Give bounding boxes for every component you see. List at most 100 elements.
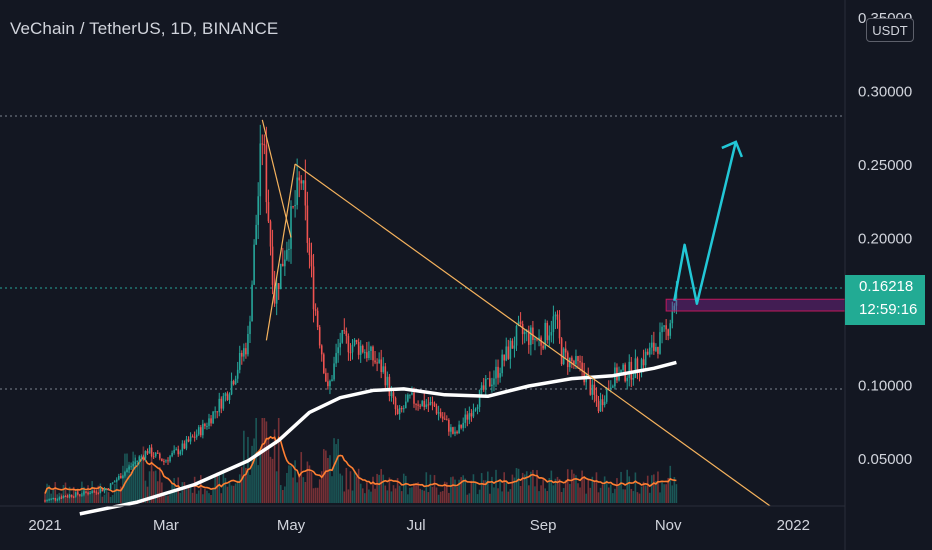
candle-body [115,479,118,482]
volume-bar [433,475,436,503]
candle-body [122,475,124,479]
volume-bar [212,488,214,503]
candle-body [495,366,497,379]
volume-bar [587,478,590,503]
volume-bar [234,483,237,503]
volume-bar [612,493,614,503]
volume-bar [636,492,639,503]
volume-bar [163,494,165,503]
candle-body [150,447,153,457]
candle-body [197,427,200,435]
candle-body [435,406,438,414]
volume-bar [519,486,522,503]
candle-body [462,422,464,428]
candle-body [310,255,313,267]
candle-body [277,283,280,290]
currency-unit-button[interactable]: USDT [866,18,914,42]
volume-bar [206,490,208,503]
volume-bar [384,485,387,503]
volume-bar [474,483,477,503]
candle-body [538,337,540,340]
volume-bar [126,453,128,503]
candle-body [312,266,315,310]
candle-body [489,378,491,387]
candle-body [433,403,436,407]
candle-body [226,393,229,401]
candle-body [79,494,81,496]
candle-body [622,364,624,371]
volume-bar [282,490,284,503]
volume-bar [107,492,110,503]
time-tick-label: Sep [530,517,557,534]
candle-body [394,397,397,410]
candle-body [599,399,602,412]
volume-bar [528,485,530,503]
candle-body [441,416,444,419]
volume-bar [523,474,526,503]
volume-bar [316,487,319,503]
volume-bar [425,472,428,503]
candle-body [626,377,628,382]
volume-bar [257,465,259,503]
volume-bar [462,475,464,503]
volume-bar [616,478,618,503]
volume-bar [355,476,358,503]
volume-bar [218,473,221,503]
volume-bar [421,489,423,503]
candle-body [390,392,393,397]
candle-body [470,413,473,417]
candle-body [509,340,512,359]
candle-body [550,332,553,336]
candle-body [478,389,481,407]
candle-body [220,398,223,409]
volume-bar [564,479,567,503]
volume-bar [120,486,122,503]
volume-bar [525,471,528,503]
price-tick-label: 0.25000 [858,157,912,174]
volume-bar [630,488,633,503]
volume-bar [554,478,557,503]
volume-bar [251,445,253,503]
candle-body [493,378,495,385]
volume-bar [628,476,631,503]
candle-body [491,384,493,387]
candle-body [128,466,130,470]
volume-bar [93,489,95,503]
candle-body [421,401,423,407]
candle-body [661,326,663,333]
volume-bar [140,458,143,503]
candle-body [562,348,565,365]
user-drawings[interactable] [261,119,846,507]
volume-bar [419,488,421,503]
candle-body [347,335,350,353]
volume-bar [366,482,368,503]
volume-bar [610,484,612,503]
volume-bar [142,446,145,503]
volume-bar [298,475,300,503]
time-tick-label: Jul [406,517,425,534]
candle-body [632,378,635,380]
volume-bar [374,488,376,503]
candle-body [175,449,177,451]
candle-body [232,381,235,385]
candle-body [85,491,87,493]
volume-bar [476,494,479,503]
volume-bar [605,480,608,503]
candle-body [458,424,460,434]
volume-bar [515,468,518,503]
volume-bar [569,483,571,503]
volume-bar [560,492,563,503]
volume-bar [388,477,391,503]
volume-bar [238,474,241,503]
candle-body [52,497,54,499]
candle-body [665,325,667,330]
volume-bar [361,488,364,503]
volume-bar [593,481,596,503]
candle-body [161,458,163,462]
candle-body [480,385,483,390]
volume-bar [323,449,325,503]
candle-body [126,469,128,473]
candle-body [316,310,319,328]
candle-body [259,143,262,197]
